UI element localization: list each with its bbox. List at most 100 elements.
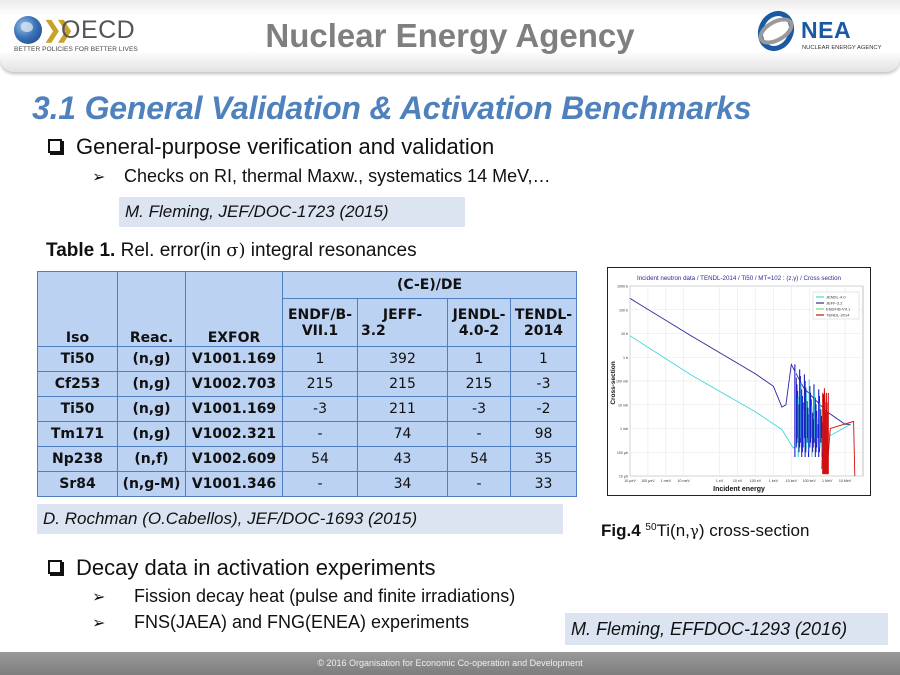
checkbox-bullet-icon	[48, 139, 62, 153]
table-cell: 74	[357, 421, 448, 447]
chart-title: Incident neutron data / TENDL-2014 / Ti5…	[637, 275, 842, 282]
header-line: VII.1	[301, 322, 339, 339]
checkbox-bullet-icon	[48, 560, 62, 574]
x-tick-label: 10 meV	[678, 479, 691, 483]
sub-bullet-checks: ➢ Checks on RI, thermal Maxw., systematic…	[92, 166, 550, 187]
table-cell: -	[447, 421, 511, 447]
bullet-text: Decay data in activation experiments	[76, 555, 436, 580]
figure-caption-text: Ti(n,	[656, 521, 690, 540]
y-axis-label: Cross-section	[610, 361, 617, 404]
table-cell: V1001.346	[185, 471, 283, 497]
table-caption: Table 1. Rel. error(in σ) integral reson…	[46, 240, 417, 262]
table-cell: Cf253	[37, 371, 118, 397]
header-line: 4.0-2	[458, 322, 500, 339]
column-header-jendl: JENDL- 4.0-2	[447, 298, 511, 347]
nea-tagline: NUCLEAR ENERGY AGENCY	[802, 45, 882, 51]
reference-fleming-2016: M. Fleming, EFFDOC-1293 (2016)	[565, 613, 888, 645]
legend-label: ENDF/B-VII.1	[826, 306, 851, 311]
y-tick-label: 10 mb	[618, 403, 628, 407]
sub-bullet-text: FNS(JAEA) and FNG(ENEA) experiments	[134, 612, 470, 632]
x-tick-label: 10 MeV	[839, 479, 852, 483]
table-cell: (n,g-M)	[117, 471, 186, 497]
table-cell: -3	[510, 371, 577, 397]
copyright-text: © 2016 Organisation for Economic Co-oper…	[317, 658, 583, 668]
column-header-iso: Iso	[37, 271, 118, 347]
table-row: Cf253 (n,g) V1002.703 215 215 215 -3	[37, 371, 577, 397]
table-cell: Ti50	[37, 346, 118, 372]
series-group	[629, 298, 856, 477]
group-header-ce-de: (C-E)/DE	[282, 271, 577, 299]
gamma-symbol: γ	[689, 522, 699, 540]
x-tick-label: 1 meV	[661, 479, 672, 483]
table-cell: 215	[447, 371, 511, 397]
x-tick-label: 1 keV	[769, 479, 779, 483]
table-cell: (n,g)	[117, 396, 186, 422]
sigma-symbol: σ)	[226, 240, 246, 261]
header-title: Nuclear Energy Agency	[0, 17, 900, 55]
header-line: JENDL-	[452, 306, 506, 323]
table-cell: -2	[510, 396, 577, 422]
nea-wordmark: NEA	[801, 17, 852, 43]
table-cell: V1001.169	[185, 346, 283, 372]
table-cell: 1	[510, 346, 577, 372]
reference-fleming-2015: M. Fleming, JEF/DOC-1723 (2015)	[119, 197, 465, 227]
sub-bullet-fns-fng: ➢ FNS(JAEA) and FNG(ENEA) experiments	[92, 612, 469, 633]
table-cell: 215	[282, 371, 358, 397]
table-row: Ti50 (n,g) V1001.169 1 392 1 1	[37, 346, 577, 372]
table-cell: (n,g)	[117, 371, 186, 397]
table-cell: V1001.169	[185, 396, 283, 422]
bullet-text: General-purpose verification and validat…	[76, 134, 495, 159]
oecd-wordmark: OECD	[61, 16, 136, 44]
y-tick-label: 1000 b	[617, 285, 628, 289]
y-tick-label: 1 b	[623, 356, 628, 360]
header-line: TENDL-	[514, 306, 573, 323]
table-cell: V1002.703	[185, 371, 283, 397]
table-cell: Np238	[37, 446, 118, 472]
figure-caption-text-2: ) cross-section	[698, 521, 810, 540]
table-cell: Tm171	[37, 421, 118, 447]
legend-label: JEFF-3.2	[826, 300, 843, 305]
y-tick-label: 1 mb	[620, 427, 628, 431]
bullet-decay-data: Decay data in activation experiments	[48, 555, 436, 581]
table-header-group-row: Iso Reac. EXFOR (C-E)/DE	[37, 271, 577, 347]
header-line: ENDF/B-	[287, 306, 353, 323]
y-tick-label: 100 μb	[617, 451, 628, 455]
oecd-tagline: BETTER POLICIES FOR BETTER LIVES	[14, 46, 138, 53]
x-tick-label: 10 eV	[733, 479, 743, 483]
figure-caption: Fig.4 50Ti(n,γ) cross-section	[601, 521, 809, 541]
table-row: Sr84 (n,g-M) V1001.346-34-33	[37, 471, 577, 497]
table-cell: (n,g)	[117, 421, 186, 447]
table-cell: Ti50	[37, 396, 118, 422]
column-header-endf: ENDF/B- VII.1	[282, 298, 358, 347]
x-tick-label: 100 eV	[750, 479, 762, 483]
table-cell: 1	[282, 346, 358, 372]
table-cell: -	[282, 471, 358, 497]
y-tick-label: 100 mb	[616, 380, 628, 384]
nea-ring-icon	[757, 10, 795, 52]
slide-header: ❯❯ OECD BETTER POLICIES FOR BETTER LIVES…	[0, 0, 900, 72]
column-header-jeff: JEFF- 3.2	[357, 298, 448, 347]
x-tick-label: 100 μeV	[641, 479, 655, 483]
header-line: JEFF-	[382, 306, 423, 323]
table-cell: (n,f)	[117, 446, 186, 472]
column-header-exfor: EXFOR	[185, 271, 283, 347]
table-cell: -3	[447, 396, 511, 422]
arrow-bullet-icon: ➢	[92, 169, 106, 186]
table-body: Ti50 (n,g) V1001.169 1 392 1 1 Cf253 (n,g) V1002.…	[37, 346, 577, 497]
table-cell: V1002.321	[185, 421, 283, 447]
table-cell: 1	[447, 346, 511, 372]
mass-number: 50	[645, 522, 657, 533]
cross-section-figure: Incident neutron data / TENDL-2014 / Ti5…	[607, 267, 871, 496]
table-cell: 34	[357, 471, 448, 497]
y-tick-label: 10 μb	[619, 475, 628, 479]
slide-title: 3.1 General Validation & Activation Benc…	[32, 90, 752, 126]
table-cell: 211	[357, 396, 448, 422]
table-cell: 54	[447, 446, 511, 472]
reference-rochman-2015: D. Rochman (O.Cabellos), JEF/DOC-1693 (2…	[37, 504, 563, 534]
header-line: 3.2	[361, 322, 386, 339]
arrow-bullet-icon: ➢	[92, 589, 106, 606]
table-cell: 392	[357, 346, 448, 372]
x-tick-label: 10 keV	[786, 479, 798, 483]
series-line-jeff-3-2	[629, 298, 851, 425]
table-cell: 54	[282, 446, 358, 472]
